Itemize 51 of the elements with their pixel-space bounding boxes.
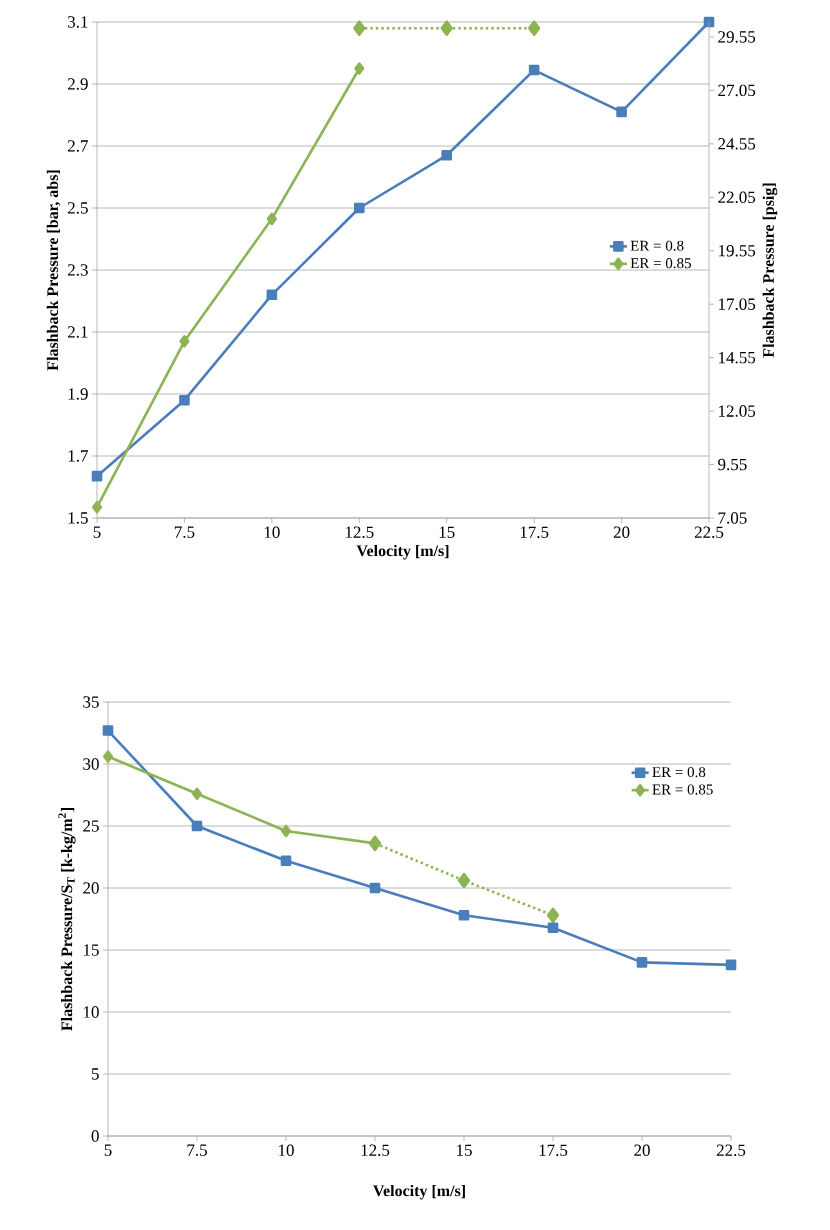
x-tick-label: 15	[457, 1144, 472, 1156]
x-tick-label: 5	[104, 1144, 112, 1156]
y2-axis-title: Flashback Pressure [psig]	[762, 183, 778, 358]
y2-tick-label: 22.05	[718, 191, 756, 204]
y-tick-label: 1.5	[68, 512, 88, 524]
y2-tick-label: 19.55	[719, 245, 756, 257]
y-tick-label: 2.3	[67, 264, 88, 276]
x-tick-label: 7.5	[174, 526, 195, 538]
legend-label: ER = 0.85	[630, 258, 691, 269]
y2-tick-label: 29.55	[718, 31, 756, 43]
y-tick-label: 2.5	[67, 202, 88, 214]
x-axis-title: Velocity [m/s]	[373, 1184, 465, 1200]
y2-tick-label: 7.05	[718, 512, 747, 524]
y-tick-label: 1.7	[68, 450, 88, 462]
y-tick-label: 20	[83, 882, 99, 894]
y-tick-label: 2.7	[67, 140, 88, 152]
y-axis-title: Flashback Pressure/S$_{T}$ [k-kg/m$^{2}$]	[58, 808, 76, 1031]
y-tick-label: 0	[91, 1130, 99, 1142]
x-tick-label: 22.5	[694, 526, 724, 539]
x-axis-title: Velocity [m/s]	[356, 544, 449, 560]
x-tick-label: 12.5	[345, 526, 374, 539]
y-tick-label: 1.9	[68, 388, 88, 400]
x-tick-label: 15	[439, 526, 455, 538]
y2-tick-label: 12.05	[719, 405, 756, 417]
x-tick-label: 17.5	[539, 1144, 568, 1156]
legend-label: ER = 0.8	[652, 766, 706, 778]
y2-tick-label: 9.55	[718, 458, 747, 471]
legend-label: ER = 0.8	[630, 240, 684, 251]
y-axis-title: Flashback Pressure [bar, abs]	[46, 170, 61, 371]
y2-tick-label: 24.55	[718, 138, 756, 150]
x-tick-label: 7.5	[187, 1144, 207, 1156]
legend-label: ER = 0.85	[652, 784, 713, 795]
y2-tick-label: 27.05	[718, 84, 756, 97]
x-tick-label: 22.5	[716, 1144, 746, 1157]
y2-tick-label: 14.55	[719, 351, 756, 364]
y-tick-label: 3.1	[68, 16, 88, 28]
y-tick-label: 10	[83, 1006, 99, 1018]
y-tick-label: 5	[91, 1068, 99, 1080]
x-tick-label: 10	[278, 1144, 294, 1157]
x-tick-label: 20	[613, 526, 630, 539]
y-tick-label: 15	[83, 944, 99, 956]
y-tick-label: 35	[83, 696, 99, 708]
x-tick-label: 12.5	[361, 1144, 390, 1157]
x-tick-label: 17.5	[520, 526, 549, 538]
x-tick-label: 10	[264, 526, 280, 539]
y2-tick-label: 17.05	[719, 298, 756, 310]
y-tick-label: 2.1	[67, 326, 88, 338]
x-tick-label: 20	[634, 1144, 650, 1157]
y-tick-label: 2.9	[67, 78, 88, 90]
y-tick-label: 30	[83, 758, 99, 770]
y-tick-label: 25	[83, 820, 99, 832]
